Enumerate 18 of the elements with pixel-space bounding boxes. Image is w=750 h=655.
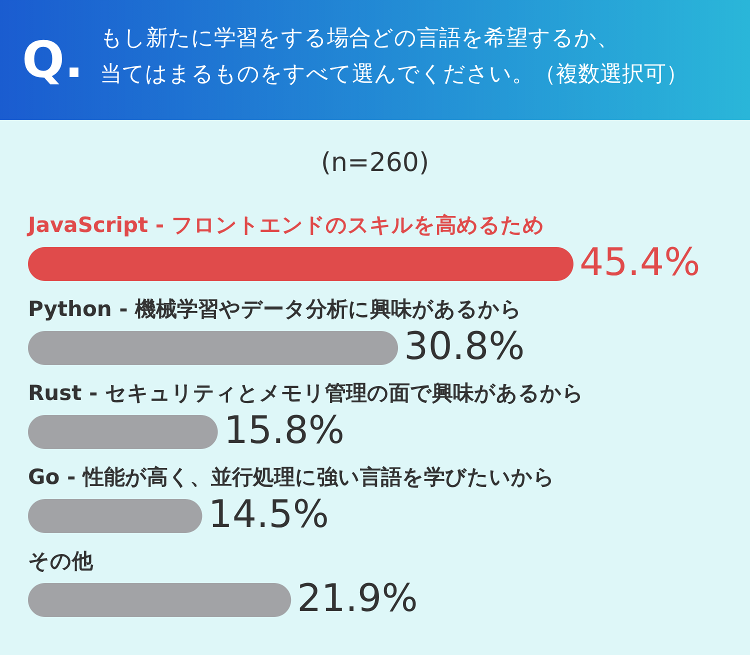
chart-title: もし新たに学習をする場合どの言語を希望するか、当てはまるものをすべて選んでください。（複数選択可）: [100, 26, 688, 87]
y-tick-label: その他: [28, 549, 94, 573]
y-tick-label: Go - 性能が高く、並行処理に強い言語を学びたいから: [28, 465, 556, 489]
bar: [28, 499, 202, 533]
chart-subtitle: (n=260): [320, 148, 430, 178]
bar: [28, 415, 218, 449]
data-label: 45.4%: [579, 240, 700, 284]
data-label: 21.9%: [297, 576, 418, 620]
bar: [28, 583, 292, 617]
bar: [28, 247, 574, 281]
text: Q.: [22, 31, 84, 89]
data-label: 14.5%: [208, 492, 329, 536]
bar: [28, 331, 398, 365]
data-label: 15.8%: [224, 408, 345, 452]
y-tick-label: Python - 機械学習やデータ分析に興味があるから: [28, 297, 522, 321]
data-label: 30.8%: [404, 324, 525, 368]
y-tick-label: Rust - セキュリティとメモリ管理の面で興味があるから: [28, 381, 584, 405]
y-tick-label: JavaScript - フロントエンドのスキルを高めるため: [26, 213, 544, 237]
